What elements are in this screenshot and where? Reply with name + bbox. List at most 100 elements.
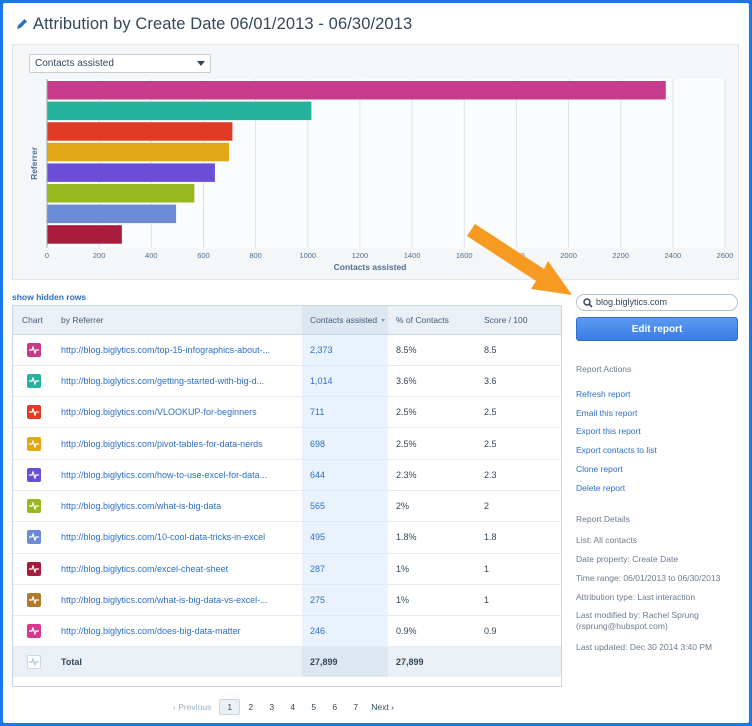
- chart-chip-icon[interactable]: [27, 405, 41, 420]
- chart-chip-icon[interactable]: [27, 624, 41, 639]
- contacts-assisted-link[interactable]: 711: [310, 407, 325, 418]
- pagination-next[interactable]: Next ›: [371, 702, 394, 712]
- referrer-link[interactable]: http://blog.biglytics.com/pivot-tables-f…: [61, 438, 263, 449]
- pagination-page[interactable]: 3: [269, 702, 275, 712]
- col-contacts-assisted[interactable]: Contacts assisted: [302, 306, 388, 335]
- col-referrer[interactable]: by Referrer: [61, 306, 302, 335]
- referrer-link[interactable]: http://blog.biglytics.com/top-15-infogra…: [61, 344, 271, 355]
- row-score-cell: 1: [476, 553, 561, 585]
- col-percent-contacts[interactable]: % of Contacts: [388, 306, 476, 335]
- contacts-assisted-link[interactable]: 495: [310, 532, 326, 543]
- metric-select[interactable]: Contacts assisted: [29, 54, 211, 73]
- bar: [47, 142, 230, 162]
- row-contacts-cell: 495: [302, 521, 388, 554]
- row-chart-cell: [13, 521, 61, 554]
- x-tick-label: 2600: [717, 251, 734, 260]
- table-row: http://blog.biglytics.com/getting-starte…: [13, 365, 561, 398]
- report-detail: Date property: Create Date: [576, 554, 679, 564]
- report-action-link[interactable]: Email this report: [576, 407, 638, 418]
- contacts-assisted-link[interactable]: 275: [310, 595, 326, 606]
- sort-desc-icon: [381, 319, 386, 322]
- report-actions-heading: Report Actions: [576, 364, 632, 374]
- row-contacts-cell: 287: [302, 553, 388, 585]
- contacts-assisted-link[interactable]: 644: [310, 469, 326, 480]
- bar: [47, 225, 122, 244]
- contacts-assisted-link[interactable]: 287: [310, 563, 326, 574]
- row-contacts-cell: 711: [302, 396, 388, 429]
- show-hidden-rows-link[interactable]: show hidden rows: [12, 292, 87, 302]
- report-frame: Attribution by Create Date 06/01/2013 - …: [3, 3, 749, 723]
- contacts-assisted-link[interactable]: 2,373: [310, 344, 333, 355]
- report-action-link[interactable]: Export contacts to list: [576, 445, 657, 456]
- col-chart: Chart: [13, 306, 61, 335]
- pagination-page[interactable]: 1: [219, 699, 241, 715]
- contacts-assisted-link[interactable]: 1,014: [310, 375, 333, 386]
- x-tick-label: 0: [45, 251, 49, 260]
- pencil-icon[interactable]: [15, 17, 29, 31]
- row-contacts-cell: 565: [302, 490, 388, 523]
- contacts-assisted-link[interactable]: 246: [310, 626, 326, 637]
- table-row: http://blog.biglytics.com/does-big-data-…: [13, 615, 561, 648]
- referrer-link[interactable]: http://blog.biglytics.com/how-to-use-exc…: [61, 469, 268, 480]
- row-contacts-cell: 2,373: [302, 334, 388, 366]
- x-tick-label: 1200: [352, 251, 369, 260]
- chart-chip-icon: [27, 655, 41, 670]
- row-referrer-cell: http://blog.biglytics.com/getting-starte…: [61, 365, 302, 398]
- table-row: http://blog.biglytics.com/what-is-big-da…: [13, 490, 561, 523]
- table-header-row: Chart by Referrer Contacts assisted % of…: [13, 306, 561, 335]
- report-action-link[interactable]: Export this report: [576, 426, 641, 437]
- referrer-link[interactable]: http://blog.biglytics.com/what-is-big-da…: [61, 501, 222, 512]
- table-row: http://blog.biglytics.com/top-15-infogra…: [13, 334, 561, 366]
- col-score[interactable]: Score / 100: [476, 306, 561, 335]
- pagination-page[interactable]: 4: [290, 702, 296, 712]
- row-referrer-cell: http://blog.biglytics.com/what-is-big-da…: [61, 584, 302, 617]
- x-tick-label: 600: [197, 251, 210, 260]
- row-score-cell: 0.9: [476, 615, 561, 648]
- row-contacts-cell: 246: [302, 615, 388, 648]
- referrer-link[interactable]: http://blog.biglytics.com/getting-starte…: [61, 375, 265, 386]
- referrer-link[interactable]: http://blog.biglytics.com/does-big-data-…: [61, 626, 241, 637]
- report-action-link[interactable]: Refresh report: [576, 389, 631, 399]
- row-percent-cell: 2%: [388, 490, 476, 523]
- referrer-link[interactable]: http://blog.biglytics.com/excel-cheat-sh…: [61, 563, 229, 574]
- row-referrer-cell: http://blog.biglytics.com/pivot-tables-f…: [61, 427, 302, 460]
- chart-chip-icon[interactable]: [27, 561, 41, 576]
- report-action-link[interactable]: Delete report: [576, 482, 626, 493]
- row-chart-cell: [13, 490, 61, 523]
- chart-chip-icon[interactable]: [27, 593, 41, 608]
- row-chart-cell: [13, 615, 61, 648]
- chart-chip-icon[interactable]: [27, 530, 41, 545]
- bar: [47, 204, 177, 224]
- x-tick-label: 800: [249, 251, 262, 260]
- contacts-assisted-link[interactable]: 565: [310, 501, 326, 512]
- row-referrer-cell: http://blog.biglytics.com/does-big-data-…: [61, 615, 302, 648]
- contacts-assisted-link[interactable]: 698: [310, 438, 326, 449]
- chart-chip-icon[interactable]: [27, 499, 41, 514]
- search-input[interactable]: blog.biglytics.com: [576, 294, 738, 311]
- referrer-link[interactable]: http://blog.biglytics.com/what-is-big-da…: [61, 595, 268, 606]
- edit-report-button[interactable]: Edit report: [576, 317, 738, 341]
- row-chart-cell: [13, 584, 61, 617]
- chart-chip-icon[interactable]: [27, 467, 41, 482]
- pagination-page[interactable]: 7: [353, 702, 359, 712]
- total-label: Total: [61, 646, 302, 677]
- row-chart-cell: [13, 553, 61, 585]
- row-referrer-cell: http://blog.biglytics.com/how-to-use-exc…: [61, 459, 302, 491]
- row-referrer-cell: http://blog.biglytics.com/10-cool-data-t…: [61, 521, 302, 554]
- chart-chip-icon[interactable]: [27, 342, 41, 357]
- pagination-page[interactable]: 2: [248, 702, 254, 712]
- chart-chip-icon[interactable]: [27, 436, 41, 451]
- pagination-page[interactable]: 5: [311, 702, 317, 712]
- metric-select-value: Contacts assisted: [35, 58, 114, 69]
- referrer-link[interactable]: http://blog.biglytics.com/VLOOKUP-for-be…: [61, 407, 257, 418]
- chart-chip-icon[interactable]: [27, 373, 41, 388]
- referrer-link[interactable]: http://blog.biglytics.com/10-cool-data-t…: [61, 532, 266, 543]
- pagination-page[interactable]: 6: [332, 702, 338, 712]
- pagination-previous[interactable]: ‹ Previous: [173, 702, 212, 712]
- row-percent-cell: 8.5%: [388, 334, 476, 366]
- bar-chart: 0 200 400 600 800 1000 1200 1400 1600 1800 2000 220…: [29, 79, 734, 272]
- row-score-cell: 1: [476, 584, 561, 617]
- x-tick-label: 1000: [299, 251, 316, 260]
- report-action-link[interactable]: Clone report: [576, 463, 623, 474]
- pagination: ‹ Previous 1 2 3 4 5 6 7 Next ›: [173, 699, 394, 715]
